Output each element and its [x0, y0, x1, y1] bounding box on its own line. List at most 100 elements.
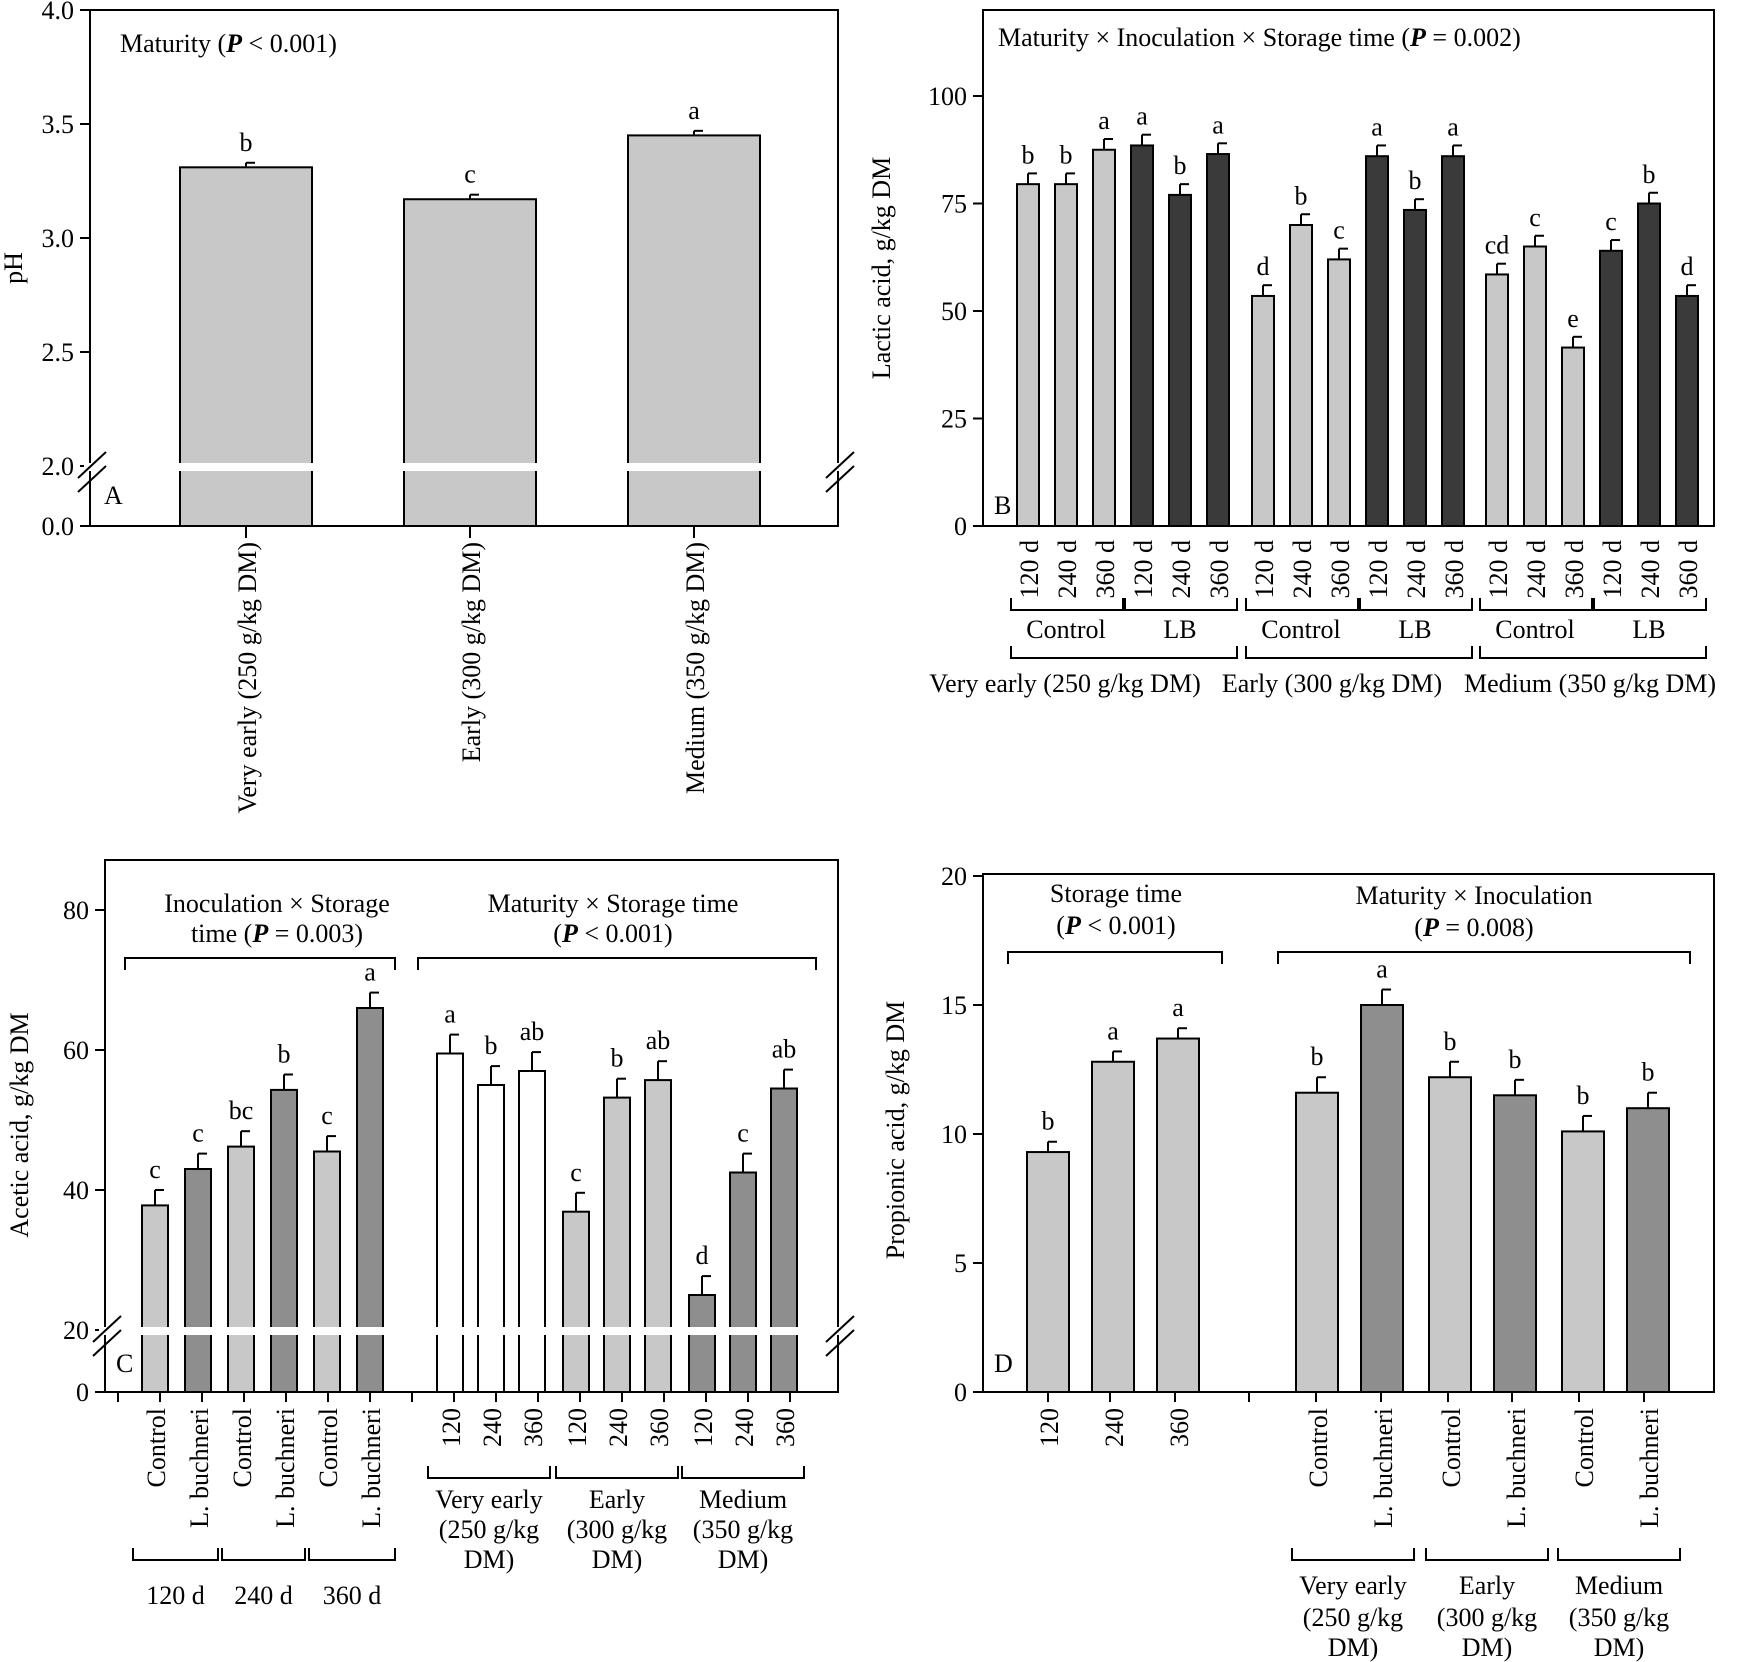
- x-category-label: L. buchneri: [271, 1408, 300, 1528]
- inoculation-bracket: [1593, 598, 1707, 611]
- x-category-label: L. buchneri: [185, 1408, 214, 1528]
- x-category-label: 120: [1035, 1408, 1064, 1447]
- effect-text: < 0.001): [1081, 911, 1176, 940]
- maturity-label: DM): [1462, 1633, 1513, 1662]
- significance-letter: cd: [1485, 231, 1510, 260]
- significance-letter: c: [1333, 216, 1345, 245]
- y-tick-label: 0: [954, 512, 967, 541]
- maturity-label: Early: [1459, 1571, 1515, 1600]
- bar: [1599, 249, 1623, 528]
- p-symbol: P: [1422, 913, 1440, 942]
- bar: [1026, 1151, 1070, 1394]
- bar: [477, 1084, 505, 1393]
- y-tick-label: 3.0: [42, 224, 75, 253]
- significance-letter: c: [1529, 203, 1541, 232]
- axis-break-mark: [77, 451, 107, 493]
- significance-letter: a: [1098, 106, 1110, 135]
- p-symbol: P: [1064, 911, 1082, 940]
- bar: [1441, 155, 1465, 527]
- bar: [1092, 148, 1116, 527]
- x-category-label: 360: [1165, 1408, 1194, 1447]
- significance-letter: b: [611, 1044, 624, 1073]
- y-tick-label: 15: [941, 991, 967, 1020]
- axis-break-mark: [825, 451, 855, 493]
- x-time-label: 240 d: [1288, 540, 1317, 599]
- effect-label: Storage time: [1050, 879, 1182, 908]
- p-symbol: P: [251, 919, 269, 948]
- y-axis-label: pH: [0, 252, 28, 284]
- x-category-label: 120: [437, 1408, 466, 1447]
- x-category-label: 240: [478, 1408, 507, 1447]
- effect-text: (: [1414, 913, 1423, 942]
- x-category-label: 360: [771, 1408, 800, 1447]
- bar: [436, 1052, 464, 1393]
- effect-label: time (P = 0.003): [191, 919, 363, 948]
- maturity-label: Medium: [699, 1485, 787, 1514]
- significance-letter: c: [1605, 207, 1617, 236]
- maturity-label: Very early: [435, 1485, 543, 1514]
- x-category-label: L. buchneri: [1635, 1408, 1664, 1528]
- effect-label: (P < 0.001): [553, 919, 672, 948]
- effect-label: Maturity × Storage time: [488, 889, 739, 918]
- y-tick-label: 0: [76, 1378, 89, 1407]
- x-time-label: 360 d: [1205, 540, 1234, 599]
- storage-time-label: 240 d: [234, 1581, 293, 1610]
- maturity-label: Early (300 g/kg DM): [1222, 669, 1442, 698]
- maturity-label: DM): [718, 1545, 769, 1574]
- inoculation-label: LB: [1398, 615, 1431, 644]
- maturity-label: DM): [464, 1545, 515, 1574]
- effect-text: Maturity (: [120, 29, 226, 58]
- significance-letter: a: [1376, 955, 1388, 984]
- bar: [403, 198, 537, 528]
- x-category-label: 240: [730, 1408, 759, 1447]
- significance-letter: a: [1136, 102, 1148, 131]
- y-tick-label: 10: [941, 1120, 967, 1149]
- effect-label: Inoculation × Storage: [164, 889, 390, 918]
- x-category-label: Control: [142, 1408, 171, 1487]
- x-time-label: 120 d: [1484, 540, 1513, 599]
- maturity-label: DM): [1594, 1633, 1645, 1662]
- bar: [1206, 153, 1230, 528]
- x-category-label: Control: [1304, 1408, 1333, 1487]
- p-symbol: P: [225, 29, 243, 58]
- inoculation-label: Control: [1026, 615, 1105, 644]
- inoculation-bracket: [1479, 598, 1593, 611]
- axis-break-gap: [99, 1327, 844, 1335]
- significance-letter: ab: [520, 1017, 545, 1046]
- bar: [313, 1150, 341, 1393]
- y-tick-label: 5: [954, 1249, 967, 1278]
- inoculation-label: Control: [1261, 615, 1340, 644]
- x-category-label: Medium (350 g/kg DM): [681, 542, 710, 794]
- significance-letter: b: [1311, 1042, 1324, 1071]
- x-category-label: 360: [519, 1408, 548, 1447]
- maturity-label: Medium (350 g/kg DM): [1464, 669, 1716, 698]
- inoculation-label: LB: [1163, 615, 1196, 644]
- storage-bracket: [308, 1548, 396, 1561]
- significance-letter: c: [570, 1158, 582, 1187]
- maturity-label: (350 g/kg: [1569, 1603, 1669, 1632]
- significance-letter: d: [1257, 252, 1270, 281]
- y-tick-label: 3.5: [42, 110, 75, 139]
- x-category-label: Control: [314, 1408, 343, 1487]
- effect-label: (P < 0.001): [1056, 911, 1175, 940]
- effect-label: (P = 0.008): [1414, 913, 1533, 942]
- axis-break-gap: [84, 463, 844, 471]
- x-category-label: L. buchneri: [1369, 1408, 1398, 1528]
- inoculation-bracket: [1359, 598, 1473, 611]
- effect-text: (: [1056, 911, 1065, 940]
- significance-letter: b: [1042, 1107, 1055, 1136]
- y-tick-label: 2.5: [42, 338, 75, 367]
- axis-break-mark: [92, 1315, 122, 1357]
- bar: [1403, 208, 1427, 527]
- p-symbol: P: [1409, 23, 1427, 52]
- x-time-label: 360 d: [1674, 540, 1703, 599]
- x-category-label: Control: [1437, 1408, 1466, 1487]
- x-time-label: 120 d: [1598, 540, 1627, 599]
- significance-letter: ab: [772, 1035, 797, 1064]
- x-time-label: 240 d: [1402, 540, 1431, 599]
- effect-bracket: [1277, 951, 1691, 964]
- x-category-label: Early (300 g/kg DM): [457, 542, 486, 762]
- significance-letter: a: [444, 1000, 456, 1029]
- bar: [1428, 1076, 1472, 1393]
